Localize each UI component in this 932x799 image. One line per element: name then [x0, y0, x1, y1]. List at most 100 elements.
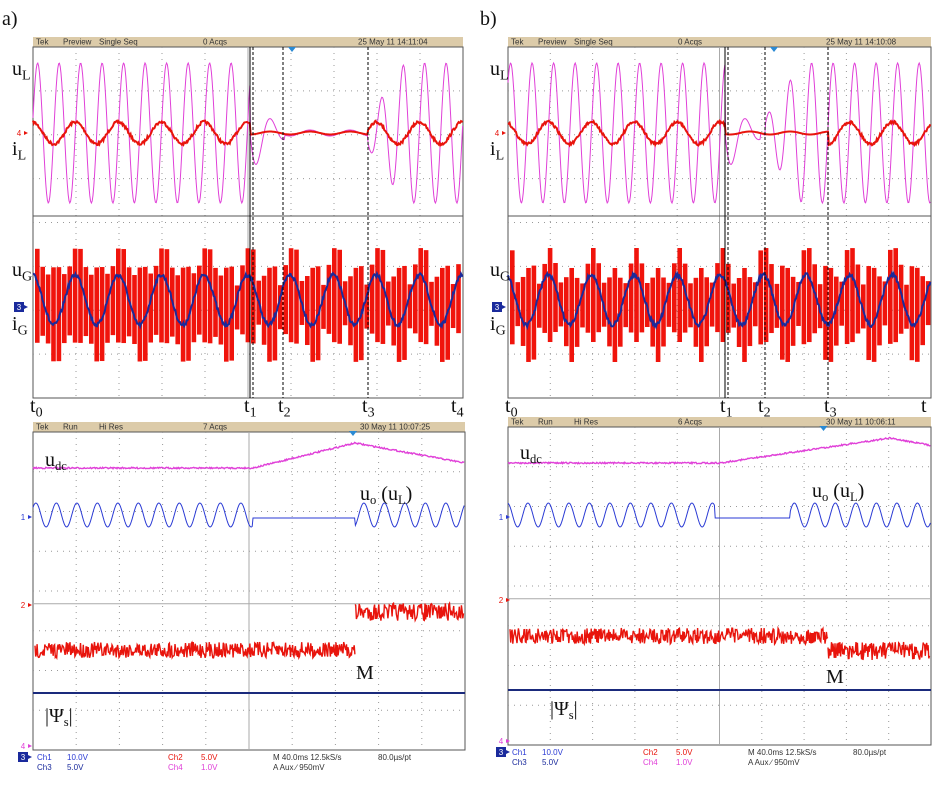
pwm-block — [526, 268, 531, 362]
pwm-block — [613, 268, 618, 362]
signal-label: uG — [12, 259, 32, 284]
marker-arrow — [506, 750, 510, 754]
footer-text: 5.0V — [676, 748, 693, 757]
signal-label: t1 — [720, 395, 733, 420]
pwm-block — [381, 250, 386, 344]
header-text: 0 Acqs — [203, 38, 227, 47]
header-text: Single Seq — [99, 38, 138, 47]
pwm-block — [116, 249, 121, 343]
figure: a)TekPreviewSingle Seq0 Acqs25 May 11 14… — [0, 0, 932, 799]
header-text: Tek — [36, 423, 49, 432]
channel-marker: 3 — [21, 753, 26, 762]
pwm-block — [888, 250, 893, 344]
header-text: 0 Acqs — [678, 38, 702, 47]
label-part: L — [496, 148, 505, 163]
signal-label: M — [826, 666, 844, 688]
footer-text: M 40.0ms 12.5kS/s — [748, 748, 816, 757]
marker-arrow — [28, 515, 32, 519]
pwm-block — [634, 248, 639, 342]
pwm-block — [78, 249, 83, 343]
label-part: dc — [55, 459, 67, 473]
channel-marker: 4 — [495, 129, 500, 138]
pwm-block — [758, 250, 763, 344]
pwm-block — [138, 268, 143, 362]
footer-text: 10.0V — [542, 748, 564, 757]
pwm-block — [872, 268, 877, 362]
footer-text: 5.0V — [201, 753, 218, 762]
header-text: Run — [63, 423, 78, 432]
footer-text: Ch2 — [643, 748, 658, 757]
signal-label: M — [356, 662, 374, 684]
label-part: G — [496, 323, 506, 338]
marker-arrow — [24, 131, 28, 135]
signal-label: |Ψs| — [45, 705, 73, 729]
panel-label: b) — [480, 8, 497, 30]
header-text: Tek — [511, 418, 524, 427]
marker-arrow — [28, 603, 32, 607]
signal-label: iG — [490, 313, 506, 338]
label-part: | — [574, 698, 578, 720]
label-part: (u — [376, 483, 398, 505]
pwm-block — [850, 248, 855, 342]
footer-text: 10.0V — [67, 753, 89, 762]
channel-marker: 3 — [499, 748, 504, 757]
footer-text: 80.0µs/pt — [378, 753, 412, 762]
pwm-block — [569, 268, 574, 362]
footer-text: A Aux ∕ 950mV — [273, 763, 325, 772]
signal-label: t2 — [278, 395, 291, 420]
channel-marker: 3 — [495, 303, 500, 312]
label-part: (u — [828, 480, 850, 502]
header-text: 25 May 11 14:11:04 — [358, 38, 428, 47]
label-part: ) — [406, 483, 413, 505]
signal-label: iG — [12, 313, 28, 338]
pwm-block — [418, 248, 423, 342]
label-part: |Ψ — [550, 698, 569, 720]
pwm-block — [397, 268, 402, 362]
label-part: 1 — [250, 405, 257, 420]
label-part: 3 — [368, 405, 375, 420]
pwm-block — [737, 278, 742, 347]
pwm-block — [694, 278, 699, 347]
label-part: 2 — [284, 405, 291, 420]
pwm-block — [607, 277, 612, 346]
footer-text: Ch3 — [512, 758, 527, 767]
channel-marker: 2 — [21, 601, 26, 610]
channel-marker: 3 — [17, 303, 22, 312]
pwm-block — [807, 248, 812, 342]
pwm-block — [208, 249, 213, 343]
pwm-block — [829, 268, 834, 362]
pwm-block — [553, 263, 558, 332]
footer-text: 5.0V — [67, 763, 84, 772]
label-part: 4 — [457, 405, 464, 420]
pwm-block — [202, 248, 207, 342]
signal-label: t4 — [451, 395, 464, 420]
header-text: 30 May 11 10:06:11 — [826, 418, 896, 427]
footer-text: Ch4 — [168, 763, 183, 772]
pwm-block — [742, 268, 747, 362]
header-text: 7 Acqs — [203, 423, 227, 432]
pwm-block — [375, 248, 380, 342]
pwm-block — [192, 273, 197, 342]
label-part: u — [12, 259, 22, 281]
label-part: dc — [530, 452, 542, 466]
channel-marker: 1 — [21, 513, 26, 522]
pwm-block — [785, 268, 790, 362]
signal-label: t1 — [244, 395, 257, 420]
channel-marker: 4 — [21, 742, 26, 751]
label-part: u — [812, 480, 822, 502]
label-part: t — [921, 395, 927, 417]
pwm-block — [73, 249, 78, 343]
pwm-block — [823, 266, 828, 360]
channel-marker: 4 — [499, 737, 504, 746]
footer-text: Ch4 — [643, 758, 658, 767]
footer-text: 5.0V — [542, 758, 559, 767]
pwm-block — [159, 248, 164, 342]
pwm-block — [165, 249, 170, 343]
pwm-block — [780, 266, 785, 360]
pwm-block — [596, 263, 601, 332]
pwm-block — [548, 248, 553, 342]
pwm-block — [35, 249, 40, 343]
label-part: M — [356, 662, 374, 684]
marker-arrow — [28, 744, 32, 748]
channel-marker: 1 — [499, 513, 504, 522]
